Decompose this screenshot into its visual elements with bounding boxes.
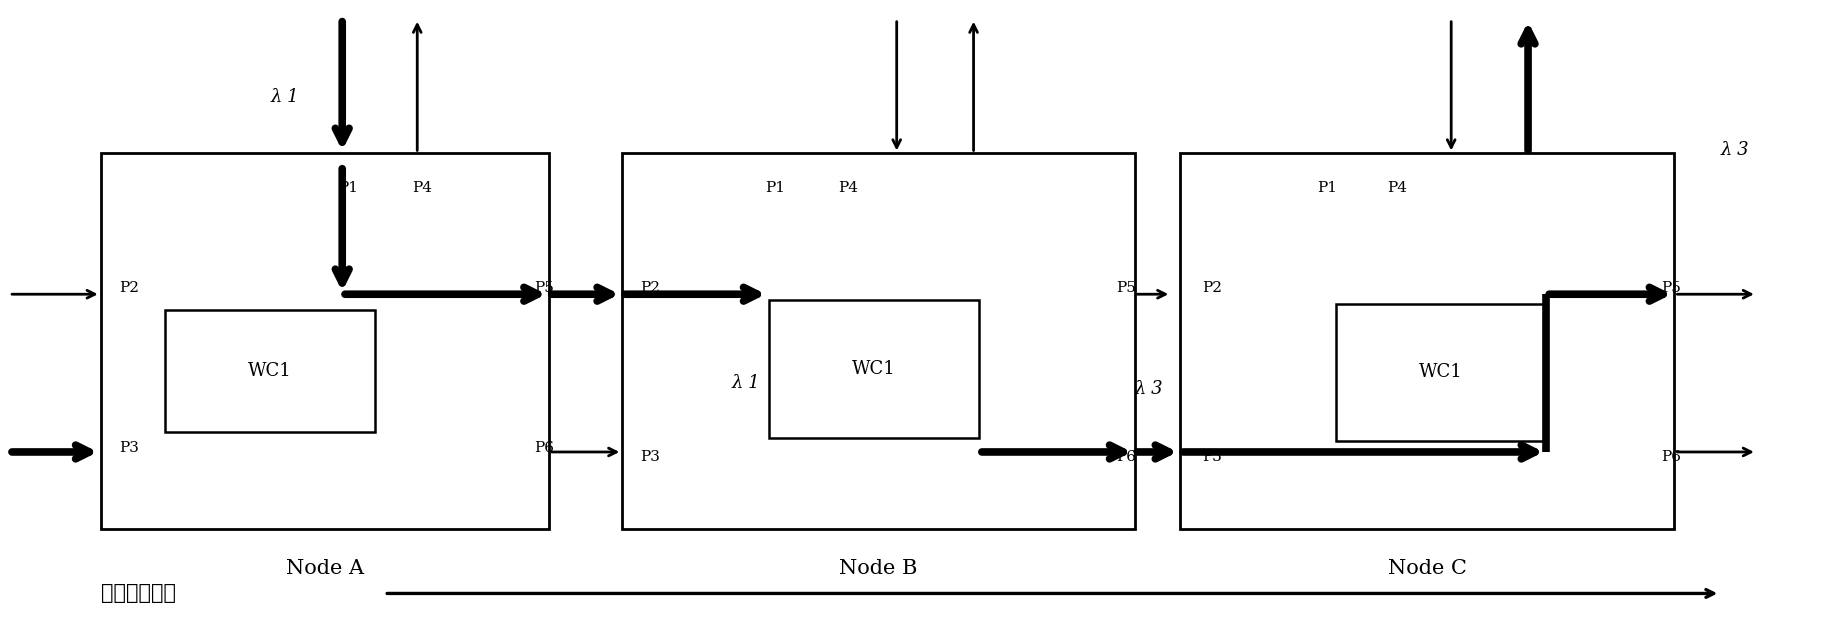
Text: P3: P3 [1202,450,1222,464]
Text: P4: P4 [838,181,858,195]
Text: λ 1: λ 1 [732,374,761,392]
Text: Node A: Node A [285,559,364,578]
Bar [769,300,979,438]
Text: P6: P6 [1662,450,1682,464]
Text: P2: P2 [640,281,661,295]
Text: Node C: Node C [1387,559,1468,578]
Text: P2: P2 [1202,281,1222,295]
Bar [1180,153,1674,529]
Bar [101,153,549,529]
Text: WC1: WC1 [1420,364,1462,381]
Bar [622,153,1135,529]
Text: P1: P1 [1318,181,1338,195]
Bar [165,310,375,432]
Text: P5: P5 [1116,281,1136,295]
Text: λ 1: λ 1 [271,88,300,106]
Text: P5: P5 [1662,281,1682,295]
Text: λ 3: λ 3 [1720,141,1749,159]
Text: WC1: WC1 [853,361,895,378]
Text: P1: P1 [339,181,359,195]
Text: P1: P1 [765,181,785,195]
Text: P6: P6 [1116,450,1136,464]
Bar [1336,304,1546,441]
Text: Node B: Node B [840,559,917,578]
Text: P3: P3 [119,441,139,454]
Text: P3: P3 [640,450,661,464]
Text: P4: P4 [1387,181,1407,195]
Text: P5: P5 [534,281,554,295]
Text: λ 3: λ 3 [1135,381,1164,398]
Text: 波长路由路径: 波长路由路径 [101,583,176,603]
Text: WC1: WC1 [249,362,291,380]
Text: P6: P6 [534,441,554,454]
Text: P4: P4 [412,181,432,195]
Text: P2: P2 [119,281,139,295]
